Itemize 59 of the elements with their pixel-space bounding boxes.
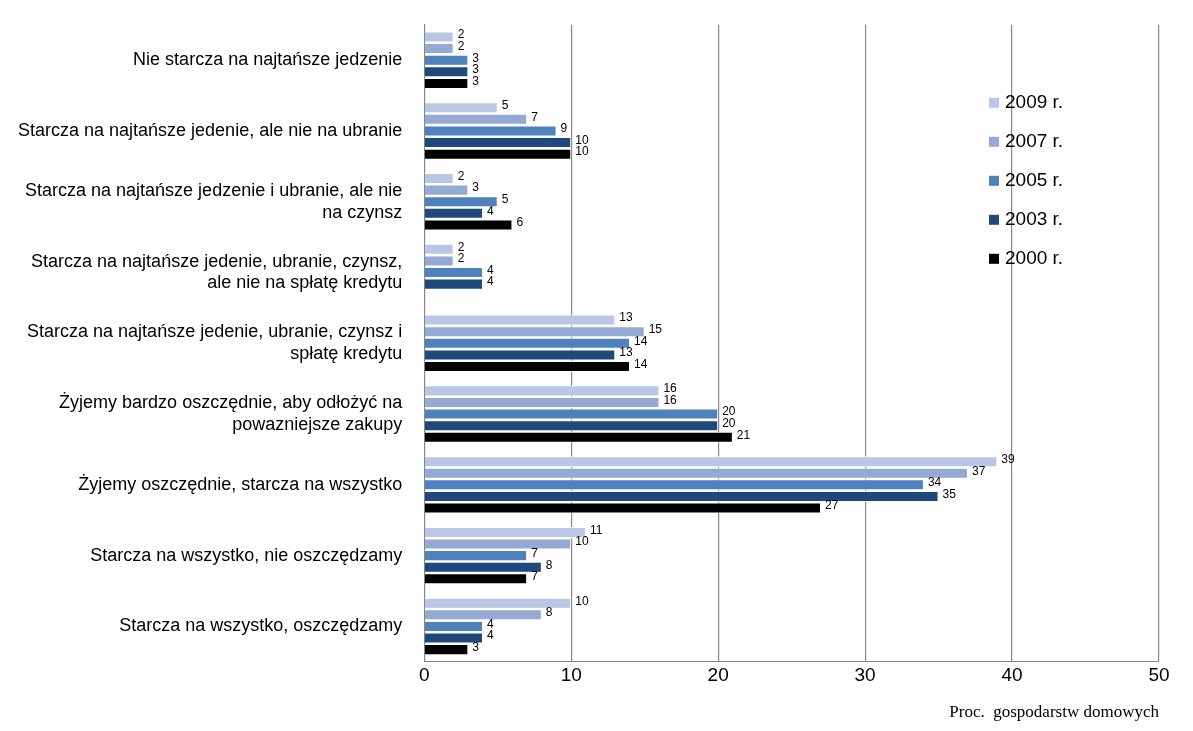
data-label: 7 [531, 109, 539, 124]
data-label: 13 [619, 345, 633, 360]
data-label: 20 [722, 404, 736, 419]
y-tick-label: Starcza na wszystko, oszczędzamy [119, 615, 403, 636]
data-label: 10 [575, 593, 589, 608]
legend-label: 2007 r. [1005, 130, 1064, 152]
data-label: 4 [487, 203, 495, 218]
y-tick-label: Starcza na najtańsze jedenie, ale nie na ubranie [17, 119, 403, 140]
data-label: 14 [633, 333, 648, 348]
data-label: 2 [457, 239, 465, 254]
legend-label: 2000 r. [1005, 247, 1064, 269]
y-tick-label: Nie starcza na najtańsze jedzenie [133, 49, 403, 70]
y-tick-label: Starcza na wszystko, nie oszczędzamy [90, 544, 403, 565]
data-label: 11 [589, 522, 603, 537]
data-label: 7 [531, 569, 539, 584]
data-label: 27 [825, 498, 839, 513]
data-label: 34 [927, 475, 942, 490]
data-label: 37 [971, 463, 986, 478]
x-tick-label: 10 [560, 664, 582, 686]
legend-label: 2009 r. [1005, 91, 1064, 113]
data-label: 4 [487, 628, 495, 643]
data-label: 2 [457, 251, 465, 266]
data-label: 4 [487, 262, 495, 277]
y-tick-label: Żyjemy bardzo oszczędnie, aby odłożyć na powazniejsze zakupy [59, 392, 404, 434]
data-label: 39 [1001, 451, 1016, 466]
legend-label: 2005 r. [1005, 169, 1064, 191]
data-label: 10 [575, 132, 589, 147]
x-tick-label: 20 [707, 664, 729, 686]
y-tick-label: Starcza na najtańsze jedenie, ubranie, czynsz, ale nie na spłatę kredytu [31, 250, 403, 293]
data-label: 10 [575, 144, 589, 159]
data-label: 6 [516, 215, 524, 230]
legend-label: 2003 r. [1005, 208, 1064, 230]
data-label: 5 [501, 192, 509, 207]
data-label: 5 [501, 98, 509, 113]
x-tick-label: 50 [1148, 664, 1170, 686]
data-label: 35 [942, 486, 957, 501]
data-label: 8 [545, 605, 553, 620]
x-tick-label: 40 [1001, 664, 1023, 686]
data-label: 2 [457, 168, 465, 183]
x-tick-label: 0 [418, 664, 430, 686]
data-label: 8 [545, 557, 553, 572]
data-label: 4 [487, 616, 495, 631]
y-tick-label: Starcza na najtańsze jedzenie i ubranie, ale nie na czynsz [25, 179, 403, 222]
data-label: 10 [575, 534, 589, 549]
y-tick-label: Starcza na najtańsze jedenie, ubranie, czynsz i spłatę kredytu [27, 321, 403, 364]
data-label: 15 [648, 322, 663, 336]
data-label: 3 [472, 50, 480, 65]
data-label: 3 [472, 639, 480, 654]
data-label: 3 [472, 180, 480, 195]
data-label: 13 [619, 310, 633, 325]
data-label: 14 [633, 356, 648, 371]
data-label: 9 [560, 121, 568, 136]
data-label: 21 [736, 427, 751, 442]
x-axis-title: Proc. gospodarstw domowych [949, 702, 1160, 722]
data-label: 20 [722, 416, 736, 430]
data-label: 4 [487, 274, 495, 289]
y-tick-label: Żyjemy oszczędnie, starcza na wszystko [78, 473, 403, 494]
x-tick-label: 30 [854, 664, 876, 686]
data-label: 7 [531, 545, 539, 560]
